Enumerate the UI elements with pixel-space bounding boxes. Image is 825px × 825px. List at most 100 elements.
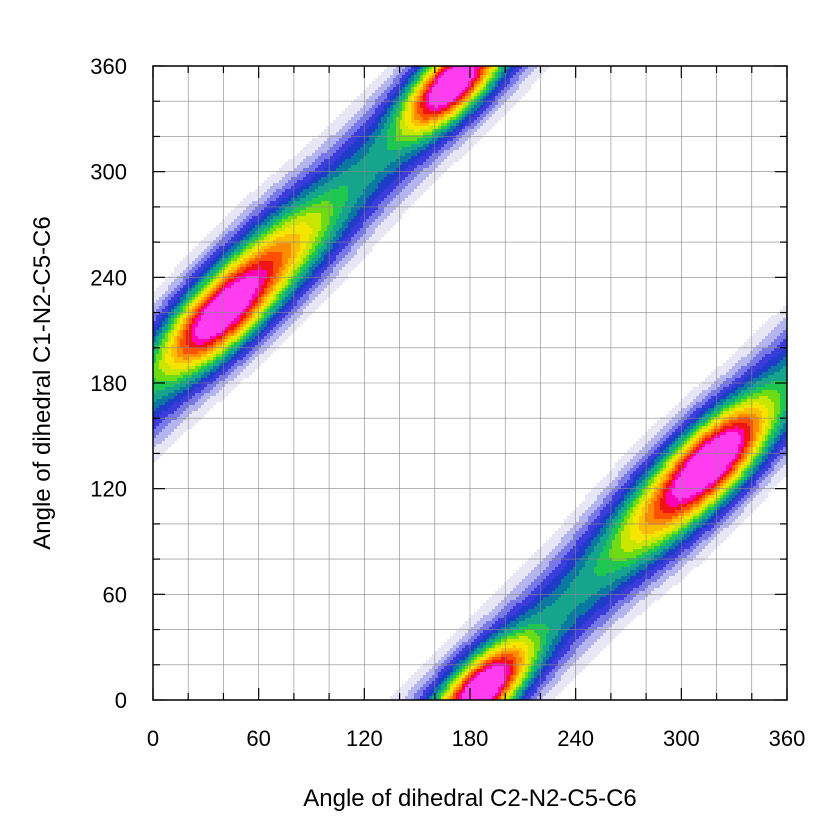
contour-cell — [303, 219, 307, 223]
contour-cell — [258, 324, 262, 328]
contour-cell — [300, 273, 304, 277]
contour-cell — [426, 117, 430, 121]
contour-cell — [498, 105, 502, 109]
contour-cell — [270, 276, 274, 280]
contour-cell — [276, 285, 280, 289]
contour-cell — [303, 252, 307, 256]
contour-cell — [186, 261, 190, 265]
contour-cell — [309, 234, 313, 238]
contour-cell — [426, 165, 430, 169]
contour-cell — [543, 66, 547, 70]
contour-cell — [234, 264, 238, 268]
contour-cell — [285, 309, 289, 313]
contour-cell — [471, 99, 475, 103]
contour-cell — [183, 303, 187, 307]
contour-cell — [417, 99, 421, 103]
contour-cell — [783, 306, 787, 310]
contour-cell — [303, 183, 307, 187]
contour-cell — [318, 225, 322, 229]
contour-cell — [342, 207, 346, 211]
contour-cell — [276, 273, 280, 277]
contour-cell — [333, 162, 337, 166]
contour-cell — [273, 189, 277, 193]
contour-cell — [318, 144, 322, 148]
contour-cell — [159, 324, 163, 328]
contour-cell — [327, 222, 331, 226]
contour-cell — [483, 81, 487, 85]
contour-cell — [327, 246, 331, 250]
contour-cell — [519, 69, 523, 73]
contour-cell — [249, 288, 253, 292]
contour-cell — [312, 159, 316, 163]
contour-cell — [777, 321, 781, 325]
contour-cell — [390, 96, 394, 100]
contour-cell — [462, 132, 466, 136]
contour-cell — [279, 186, 283, 190]
contour-cell — [234, 213, 238, 217]
contour-cell — [417, 84, 421, 88]
contour-cell — [297, 210, 301, 214]
contour-cell — [354, 228, 358, 232]
contour-cell — [264, 315, 268, 319]
contour-cell — [333, 138, 337, 142]
contour-cell — [375, 165, 379, 169]
contour-cell — [291, 273, 295, 277]
contour-cell — [333, 189, 337, 193]
contour-cell — [180, 291, 184, 295]
contour-cell — [336, 240, 340, 244]
contour-cell — [408, 153, 412, 157]
contour-cell — [324, 270, 328, 274]
contour-cell — [441, 171, 445, 175]
contour-cell — [459, 123, 463, 127]
contour-cell — [318, 192, 322, 196]
contour-cell — [231, 297, 235, 301]
contour-cell — [423, 132, 427, 136]
contour-cell — [351, 126, 355, 130]
contour-cell — [471, 144, 475, 148]
contour-cell — [429, 153, 433, 157]
contour-cell — [402, 102, 406, 106]
contour-cell — [483, 114, 487, 118]
contour-cell — [348, 195, 352, 199]
contour-cell — [354, 192, 358, 196]
contour-cell — [228, 312, 232, 316]
contour-cell — [255, 192, 259, 196]
contour-cell — [171, 297, 175, 301]
contour-cell — [480, 66, 484, 70]
contour-cell — [306, 267, 310, 271]
contour-cell — [228, 294, 232, 298]
contour-cell — [330, 234, 334, 238]
contour-cell — [384, 207, 388, 211]
contour-cell — [504, 81, 508, 85]
contour-cell — [462, 150, 466, 154]
contour-cell — [303, 228, 307, 232]
contour-cell — [342, 252, 346, 256]
contour-cell — [405, 132, 409, 136]
contour-cell — [537, 72, 541, 76]
contour-cell — [441, 132, 445, 136]
contour-cell — [432, 147, 436, 151]
contour-cell — [189, 315, 193, 319]
contour-cell — [306, 225, 310, 229]
contour-cell — [363, 114, 367, 118]
contour-cell — [234, 261, 238, 265]
contour-cell — [252, 300, 256, 304]
contour-cell — [192, 270, 196, 274]
contour-cell — [369, 207, 373, 211]
contour-cell — [456, 150, 460, 154]
contour-cell — [306, 264, 310, 268]
contour-cell — [279, 312, 283, 316]
contour-cell — [252, 297, 256, 301]
contour-cell — [195, 255, 199, 259]
contour-cell — [417, 195, 421, 199]
contour-cell — [357, 195, 361, 199]
contour-cell — [396, 168, 400, 172]
contour-cell — [357, 183, 361, 187]
contour-cell — [375, 105, 379, 109]
contour-cell — [438, 141, 442, 145]
contour-cell — [480, 108, 484, 112]
contour-cell — [327, 270, 331, 274]
contour-cell — [459, 114, 463, 118]
contour-cell — [402, 210, 406, 214]
contour-cell — [297, 207, 301, 211]
